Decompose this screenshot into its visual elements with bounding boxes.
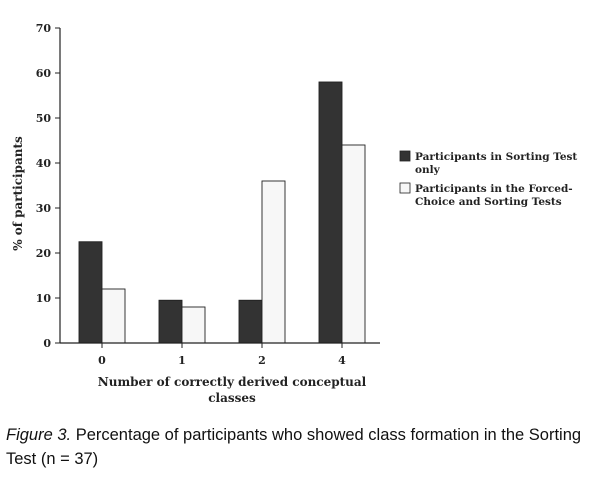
x-axis-label-line-1: Number of correctly derived conceptual [98, 375, 367, 389]
bar-sorting-only-4 [318, 81, 343, 344]
legend-label-sorting-only-line-2: only [415, 164, 441, 176]
bar-sorting-only-1 [158, 299, 183, 344]
x-axis-label-line-2: classes [208, 391, 256, 405]
bar-forced-choice-4 [341, 144, 366, 344]
x-tick-label: 1 [178, 354, 186, 367]
bar-sorting-only-0 [78, 241, 103, 344]
y-tick-label: 30 [36, 202, 52, 215]
legend-label-forced-choice-line-1: Participants in the Forced- [415, 183, 573, 195]
figure-caption-label: Figure 3. [6, 426, 72, 444]
x-tick-label: 4 [338, 354, 346, 367]
y-axis-ticks: 0 10 20 30 40 50 60 70 [36, 22, 60, 350]
figure-caption-text: Percentage of participants who showed cl… [6, 426, 582, 468]
y-tick-label: 50 [36, 112, 52, 125]
y-tick-label: 0 [43, 337, 51, 350]
x-tick-label: 0 [98, 354, 106, 367]
figure-caption: Figure 3. Percentage of participants who… [6, 423, 586, 471]
legend-label-sorting-only-line-1: Participants in Sorting Test [415, 151, 577, 163]
bar-forced-choice-2 [261, 180, 286, 344]
y-tick-label: 10 [36, 292, 52, 305]
legend-swatch-forced-choice [399, 182, 411, 194]
legend-swatch-sorting-only [399, 150, 411, 162]
x-axis-ticks: 0 1 2 4 [98, 343, 346, 367]
legend: Participants in Sorting Test only Partic… [399, 150, 577, 208]
y-tick-label: 20 [36, 247, 52, 260]
x-tick-label: 2 [258, 354, 266, 367]
legend-label-forced-choice-line-2: Choice and Sorting Tests [415, 196, 562, 208]
y-tick-label: 70 [36, 22, 52, 35]
y-axis-label: % of participants [11, 136, 25, 251]
y-tick-label: 40 [36, 157, 52, 170]
bars [78, 81, 366, 344]
bar-chart: 0 10 20 30 40 50 60 70 0 1 2 4 % of participants N… [11, 22, 577, 405]
bar-forced-choice-0 [101, 288, 126, 344]
bar-forced-choice-1 [181, 306, 206, 344]
y-tick-label: 60 [36, 67, 52, 80]
bar-sorting-only-2 [238, 299, 263, 344]
